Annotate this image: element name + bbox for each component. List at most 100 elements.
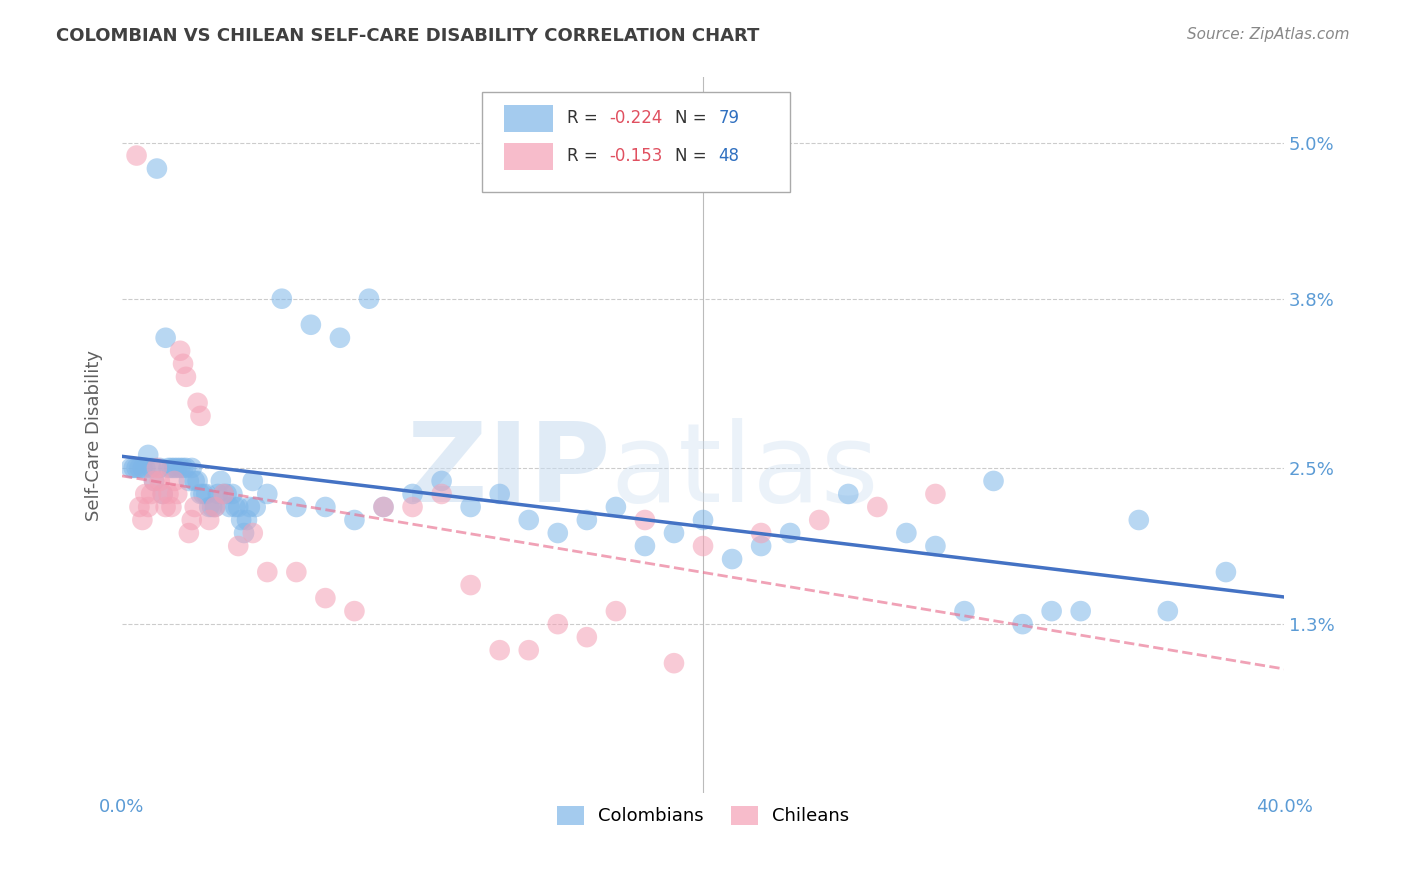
Point [143,474,166,488]
Point [983,474,1005,488]
Point [314,500,336,514]
Text: -0.153: -0.153 [609,147,662,165]
Point [157,487,180,501]
Point [224,500,246,514]
Point [136,448,159,462]
Point [1157,604,1180,618]
Point [139,487,162,501]
Point [160,461,183,475]
Point [172,357,194,371]
Point [120,461,142,475]
Point [125,461,148,475]
Point [187,396,209,410]
Point [721,552,744,566]
Point [128,500,150,514]
Point [634,539,657,553]
Point [662,656,685,670]
Point [134,461,156,475]
Text: Source: ZipAtlas.com: Source: ZipAtlas.com [1187,27,1350,42]
Y-axis label: Self-Care Disability: Self-Care Disability [86,350,103,521]
Point [131,513,153,527]
Point [183,500,205,514]
Legend: Colombians, Chileans: Colombians, Chileans [547,797,859,834]
Point [401,487,423,501]
Text: 48: 48 [718,147,740,165]
Point [329,331,352,345]
Point [343,513,366,527]
Point [201,500,224,514]
Point [924,487,946,501]
Point [163,474,186,488]
Point [155,500,177,514]
Point [221,487,243,501]
Point [204,500,226,514]
Point [157,461,180,475]
Point [749,526,772,541]
Point [226,539,249,553]
Point [163,461,186,475]
Point [236,513,259,527]
Point [634,513,657,527]
Point [166,487,188,501]
FancyBboxPatch shape [482,92,790,192]
Point [837,487,859,501]
Point [1128,513,1150,527]
Point [212,487,235,501]
Point [460,500,482,514]
Point [1215,565,1237,579]
Point [953,604,976,618]
Point [169,343,191,358]
Point [1070,604,1092,618]
Point [401,500,423,514]
Point [430,474,453,488]
Point [373,500,395,514]
Point [122,461,145,475]
Point [204,500,226,514]
Point [256,487,278,501]
Text: COLOMBIAN VS CHILEAN SELF-CARE DISABILITY CORRELATION CHART: COLOMBIAN VS CHILEAN SELF-CARE DISABILIT… [56,27,759,45]
Text: atlas: atlas [610,417,879,524]
Point [169,461,191,475]
Point [180,461,202,475]
Point [575,513,598,527]
Point [152,487,174,501]
Point [187,474,209,488]
Point [149,474,172,488]
Point [207,487,229,501]
Point [212,487,235,501]
Point [547,526,569,541]
Point [155,331,177,345]
Point [160,500,183,514]
Point [177,526,200,541]
Point [131,461,153,475]
Point [270,292,292,306]
Point [125,148,148,162]
Text: 79: 79 [718,109,740,128]
Point [245,500,267,514]
Point [242,526,264,541]
Point [547,617,569,632]
Point [239,500,262,514]
Point [242,474,264,488]
Point [662,526,685,541]
Point [198,500,221,514]
Point [149,461,172,475]
Point [136,500,159,514]
Point [195,487,218,501]
Point [460,578,482,592]
Point [209,474,232,488]
Point [373,500,395,514]
Point [343,604,366,618]
Point [896,526,918,541]
Point [779,526,801,541]
Point [180,513,202,527]
Point [1011,617,1033,632]
Point [190,487,212,501]
Text: -0.224: -0.224 [609,109,662,128]
Point [430,487,453,501]
Point [488,487,510,501]
Point [517,513,540,527]
Point [1040,604,1063,618]
Point [226,500,249,514]
Point [174,461,197,475]
